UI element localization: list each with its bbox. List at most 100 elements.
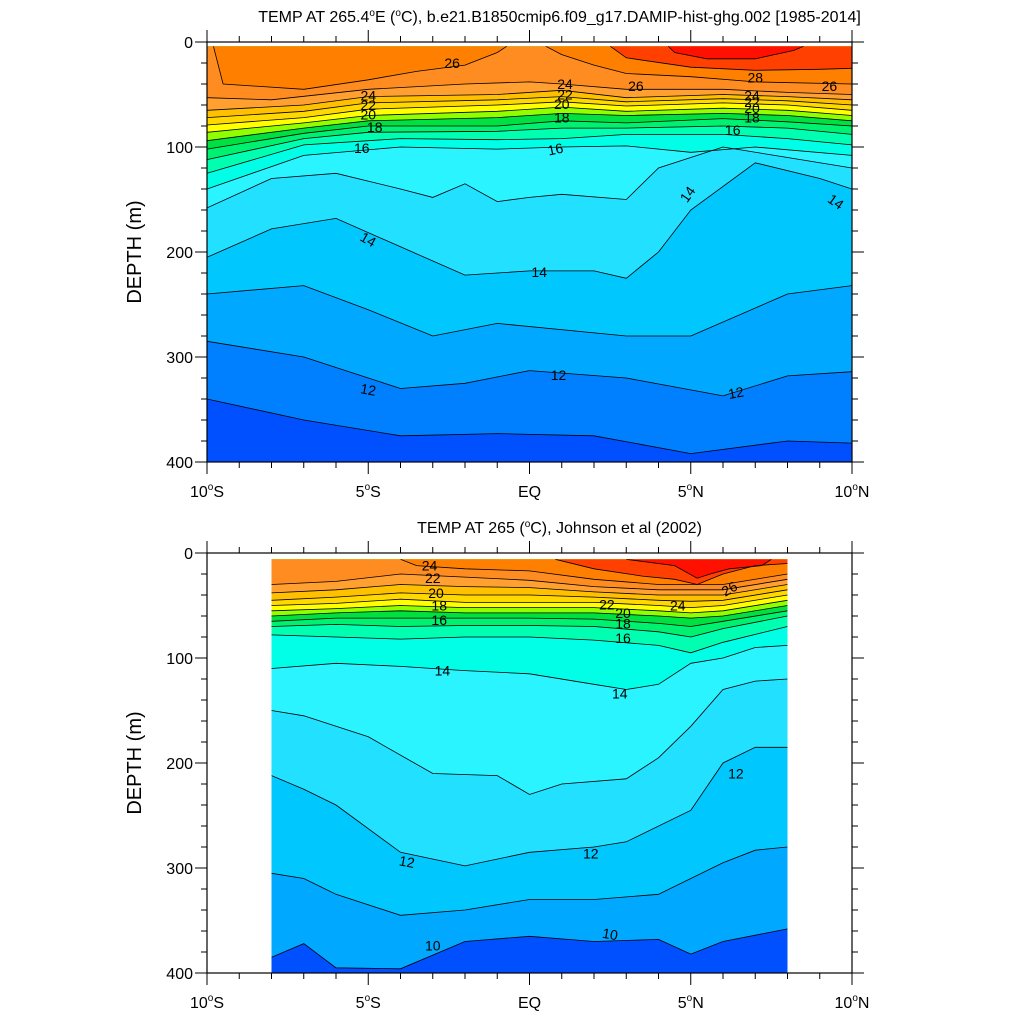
isotherm-19 bbox=[271, 599, 788, 614]
temperature-fill bbox=[207, 46, 852, 462]
contour-label-group: 12 bbox=[551, 367, 567, 383]
isotherm-13 bbox=[207, 285, 852, 337]
contour-label-group: 10 bbox=[601, 925, 619, 943]
contour-label: 16 bbox=[615, 630, 631, 646]
isotherm-26 bbox=[626, 559, 772, 579]
y-tick-label: 200 bbox=[166, 756, 193, 773]
y-tick-label: 0 bbox=[184, 35, 193, 52]
contour-label-group: 26 bbox=[444, 55, 460, 71]
contour-label-group: 14 bbox=[531, 264, 547, 280]
contour-label-group: 24 bbox=[670, 598, 686, 614]
contour-label-group: 20 bbox=[428, 585, 444, 601]
contour-label: 12 bbox=[551, 367, 567, 383]
isotherm-12 bbox=[207, 340, 852, 397]
contour-label-group: 10 bbox=[425, 938, 441, 954]
contour-label: 20 bbox=[361, 106, 377, 122]
contour-label-group: 22 bbox=[557, 87, 573, 103]
contour-label-group: 12 bbox=[398, 852, 416, 870]
isotherm-20 bbox=[271, 594, 788, 609]
contour-label: 22 bbox=[557, 87, 573, 103]
isotherm-18 bbox=[207, 125, 852, 160]
y-tick-label: 100 bbox=[166, 651, 193, 668]
contour-label: 22 bbox=[425, 570, 441, 586]
contour-label-group: 14 bbox=[676, 183, 698, 205]
isotherm-24 bbox=[400, 559, 788, 585]
x-tick-label: 10oN bbox=[835, 993, 870, 1012]
isotherm-20 bbox=[207, 112, 852, 142]
isotherm-23 bbox=[271, 573, 788, 591]
contour-label-group: 16 bbox=[546, 140, 565, 159]
isotherm-25 bbox=[207, 81, 852, 101]
contour-label: 26 bbox=[719, 578, 741, 600]
isotherm-12 bbox=[271, 746, 788, 867]
contour-label-group: 18 bbox=[367, 119, 383, 135]
contour-label-group: 24 bbox=[557, 76, 573, 92]
contour-label-group: 14 bbox=[435, 663, 451, 679]
contour-label-group: 24 bbox=[361, 88, 377, 104]
contour-label-group: 20 bbox=[554, 96, 570, 112]
isotherm-14 bbox=[271, 645, 788, 690]
contour-label-group: 16 bbox=[354, 140, 370, 156]
chart-title: TEMP AT 265 (oC), Johnson et al (2002) bbox=[417, 519, 702, 537]
contour-label-group: 12 bbox=[583, 845, 599, 861]
x-tick-label: 5oN bbox=[678, 482, 704, 501]
isotherm-21 bbox=[271, 589, 788, 602]
x-tick-label: 5oN bbox=[678, 993, 704, 1012]
contour-label-group: 18 bbox=[615, 615, 631, 631]
contour-label-group: 22 bbox=[599, 597, 615, 613]
contour-label: 12 bbox=[583, 845, 599, 861]
contour-label-group: 18 bbox=[431, 598, 447, 614]
contour-label: 12 bbox=[359, 380, 377, 398]
x-tick-label: 10oS bbox=[190, 993, 224, 1012]
contour-label-group: 14 bbox=[825, 191, 847, 213]
contour-label: 26 bbox=[444, 55, 460, 71]
contour-label: 24 bbox=[744, 88, 760, 104]
x-tick-label: 10oN bbox=[835, 482, 870, 501]
contour-label: 24 bbox=[557, 76, 573, 92]
y-tick-label: 400 bbox=[166, 455, 193, 472]
contour-label-group: 18 bbox=[554, 110, 570, 126]
band-26 bbox=[213, 46, 507, 90]
x-tick-label: 5oS bbox=[356, 993, 381, 1012]
isotherm-lines bbox=[271, 559, 788, 970]
contour-label: 16 bbox=[354, 140, 370, 156]
panel-bottom: 2422201816142220181624261412121210100100… bbox=[124, 519, 869, 1012]
contour-label-group: 24 bbox=[744, 88, 760, 104]
contour-label: 16 bbox=[546, 140, 565, 159]
isotherm-24 bbox=[207, 89, 852, 111]
contour-label: 26 bbox=[822, 78, 838, 94]
contour-label-group: 26 bbox=[628, 78, 644, 94]
isotherm-18 bbox=[271, 605, 788, 619]
y-axis-label: DEPTH (m) bbox=[124, 711, 146, 814]
y-tick-label: 400 bbox=[166, 966, 193, 983]
contour-label-group: 12 bbox=[727, 383, 745, 401]
contour-label: 14 bbox=[531, 264, 547, 280]
contour-label: 20 bbox=[615, 605, 631, 621]
contour-label-group: 18 bbox=[744, 110, 760, 126]
x-tick-label: 5oS bbox=[356, 482, 381, 501]
contour-label: 12 bbox=[727, 383, 745, 401]
contour-label-group: 20 bbox=[615, 605, 631, 621]
contour-label: 16 bbox=[431, 612, 447, 628]
contour-label: 14 bbox=[358, 229, 380, 251]
isotherm-11 bbox=[207, 398, 852, 455]
isotherm-11 bbox=[271, 846, 788, 916]
contour-label: 14 bbox=[612, 686, 628, 702]
contour-label: 22 bbox=[599, 597, 615, 613]
isotherm-21 bbox=[207, 106, 852, 133]
contour-label-group: 28 bbox=[748, 70, 764, 86]
isotherm-lines bbox=[207, 46, 852, 455]
contour-label: 24 bbox=[670, 598, 686, 614]
contour-label-group: 22 bbox=[425, 570, 441, 586]
contour-label-group: 12 bbox=[359, 380, 377, 398]
contour-label-group: 20 bbox=[744, 100, 760, 116]
contour-label: 18 bbox=[431, 598, 447, 614]
contour-label-group: 16 bbox=[725, 122, 741, 138]
contour-label: 24 bbox=[361, 88, 377, 104]
contour-label: 28 bbox=[748, 70, 764, 86]
y-axis-label: DEPTH (m) bbox=[124, 200, 146, 303]
contour-label-group: 12 bbox=[728, 766, 744, 782]
contour-label-group: 16 bbox=[615, 630, 631, 646]
contour-label-group: 20 bbox=[361, 106, 377, 122]
